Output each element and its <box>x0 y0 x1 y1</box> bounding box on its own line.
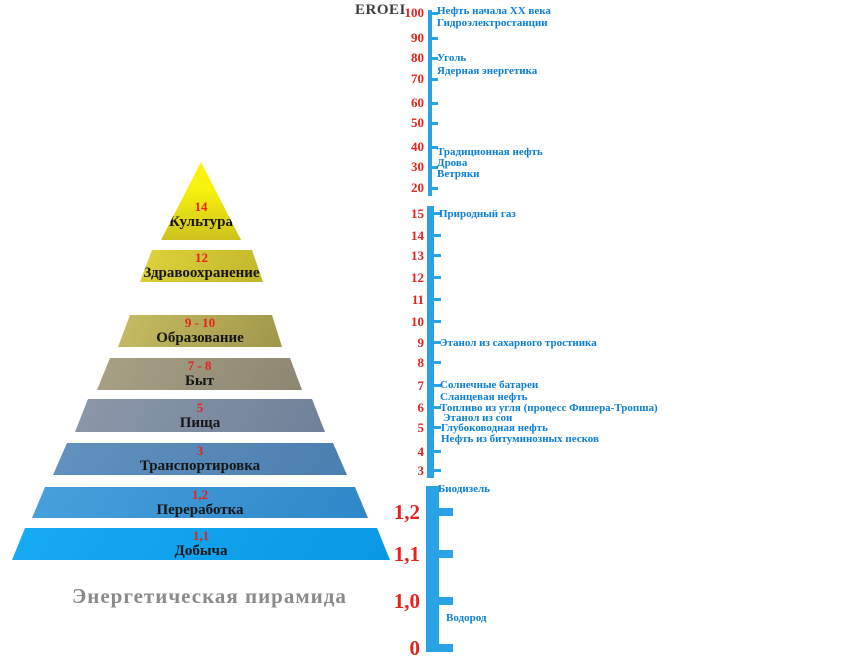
axis-tick-value: 100 <box>404 5 425 20</box>
pyramid-layer-culture: 14 Культура <box>161 162 241 240</box>
axis-tick-value: 80 <box>411 50 424 65</box>
axis-tick-value: 60 <box>411 95 424 110</box>
energy-source-label: Солнечные батареи <box>440 379 539 391</box>
axis-tick-value: 13 <box>411 248 424 263</box>
layer-label: Добыча <box>174 543 228 559</box>
layer-value: 14 <box>194 199 208 214</box>
axis-tick-value: 50 <box>411 115 424 130</box>
axis-tick-value: 14 <box>411 228 424 243</box>
axis-tick-value: 1,0 <box>393 589 420 613</box>
energy-source-label: Водород <box>446 612 487 624</box>
axis-tick-value: 10 <box>411 314 424 329</box>
pyramid-layer-transportation: 3 Транспортировка <box>53 443 347 475</box>
layer-label: Транспортировка <box>139 458 261 474</box>
layer-label: Образование <box>156 330 244 346</box>
axis-tick <box>432 37 438 40</box>
axis-tick <box>432 12 438 15</box>
axis-tick-value: 30 <box>411 159 424 174</box>
pyramid-layer-extraction: 1,1 Добыча <box>12 528 390 560</box>
axis-tick <box>434 341 441 344</box>
energy-source-label: Биодизель <box>438 483 490 495</box>
layer-label: Пища <box>179 414 221 431</box>
layer-label: Переработка <box>156 501 244 518</box>
axis-tick <box>434 469 441 472</box>
layer-value: 7 - 8 <box>187 358 212 373</box>
energy-source-label: Природный газ <box>439 208 516 220</box>
axis-tick <box>439 597 453 605</box>
axis-tick-value: 5 <box>417 420 425 435</box>
axis-tick-value: 0 <box>409 636 421 660</box>
axis-tick <box>434 234 441 237</box>
axis-segment-lower <box>426 486 439 652</box>
energy-source-label: Этанол из сахарного тростника <box>440 337 597 349</box>
eroei-axis-title: EROEI <box>355 2 406 18</box>
pyramid-layer-household: 7 - 8 Быт <box>97 358 302 390</box>
axis-tick <box>434 298 441 301</box>
layer-value: 12 <box>195 250 208 265</box>
axis-tick-value: 12 <box>411 270 424 285</box>
axis-tick-value: 9 <box>417 335 425 350</box>
axis-tick <box>439 644 453 652</box>
energy-source-label: Ядерная энергетика <box>437 65 538 77</box>
axis-tick <box>432 78 438 81</box>
axis-tick <box>434 320 441 323</box>
axis-tick-value: 20 <box>411 180 424 195</box>
axis-tick-value: 3 <box>417 463 425 478</box>
axis-tick-value: 11 <box>411 292 424 307</box>
axis-tick <box>432 166 438 169</box>
axis-tick <box>432 187 438 190</box>
layer-value: 5 <box>196 399 204 415</box>
axis-tick-value: 6 <box>417 400 425 415</box>
axis-tick <box>432 57 438 60</box>
axis-tick <box>434 450 441 453</box>
energy-source-label: Ветряки <box>437 168 480 180</box>
axis-segment-upper <box>428 10 432 196</box>
energy-source-label: Гидроэлектростанции <box>437 17 548 29</box>
axis-tick-value: 8 <box>417 355 425 370</box>
axis-tick <box>434 426 441 429</box>
axis-tick-value: 40 <box>411 139 424 154</box>
axis-tick-value: 70 <box>411 71 424 86</box>
energy-source-label: Нефть начала XX века <box>437 5 551 17</box>
layer-value: 1,1 <box>192 528 210 543</box>
axis-tick <box>434 361 441 364</box>
axis-tick-value: 1,2 <box>393 500 420 524</box>
layer-label: Быт <box>185 373 214 389</box>
energy-source-label: Традиционная нефть <box>437 146 543 158</box>
axis-tick-value: 4 <box>417 444 425 459</box>
pyramid-layer-processing: 1,2 Переработка <box>32 487 368 518</box>
layer-value: 3 <box>196 443 204 458</box>
layer-label: Здравоохранение <box>143 265 260 281</box>
axis-tick <box>434 212 441 215</box>
axis-tick-value: 15 <box>411 206 424 221</box>
energy-source-label: Нефть из битуминозных песков <box>441 433 599 445</box>
axis-tick <box>439 508 453 516</box>
energy-source-label: Уголь <box>437 52 467 64</box>
diagram-title: Энергетическая пирамида <box>72 584 347 608</box>
pyramid-layer-education: 9 - 10 Образование <box>118 315 282 347</box>
energy-source-label: Этанол из сои <box>443 412 513 424</box>
axis-tick-value: 90 <box>411 30 424 45</box>
energy-source-label: Глубоководная нефть <box>441 422 548 434</box>
layer-label: Культура <box>169 214 233 230</box>
layer-value: 1,2 <box>191 486 209 502</box>
energy-source-label: Дрова <box>437 157 468 169</box>
axis-tick <box>432 122 438 125</box>
energy-source-label: Сланцевая нефть <box>440 391 528 403</box>
axis-segment-middle <box>427 206 434 478</box>
energy-source-label: Топливо из угля (процесс Фишера-Тропша) <box>440 402 658 414</box>
pyramid-layer-food: 5 Пища <box>75 399 325 432</box>
axis-tick <box>434 384 441 387</box>
axis-tick <box>432 102 438 105</box>
axis-tick <box>439 550 453 558</box>
axis-tick <box>432 146 438 149</box>
layer-value: 9 - 10 <box>184 315 216 330</box>
pyramid-layer-healthcare: 12 Здравоохранение <box>140 250 263 282</box>
axis-tick <box>434 406 441 409</box>
axis-tick <box>434 276 441 279</box>
axis-tick-value: 7 <box>417 378 425 393</box>
axis-tick-value: 1,1 <box>393 542 420 566</box>
axis-tick <box>434 254 441 257</box>
